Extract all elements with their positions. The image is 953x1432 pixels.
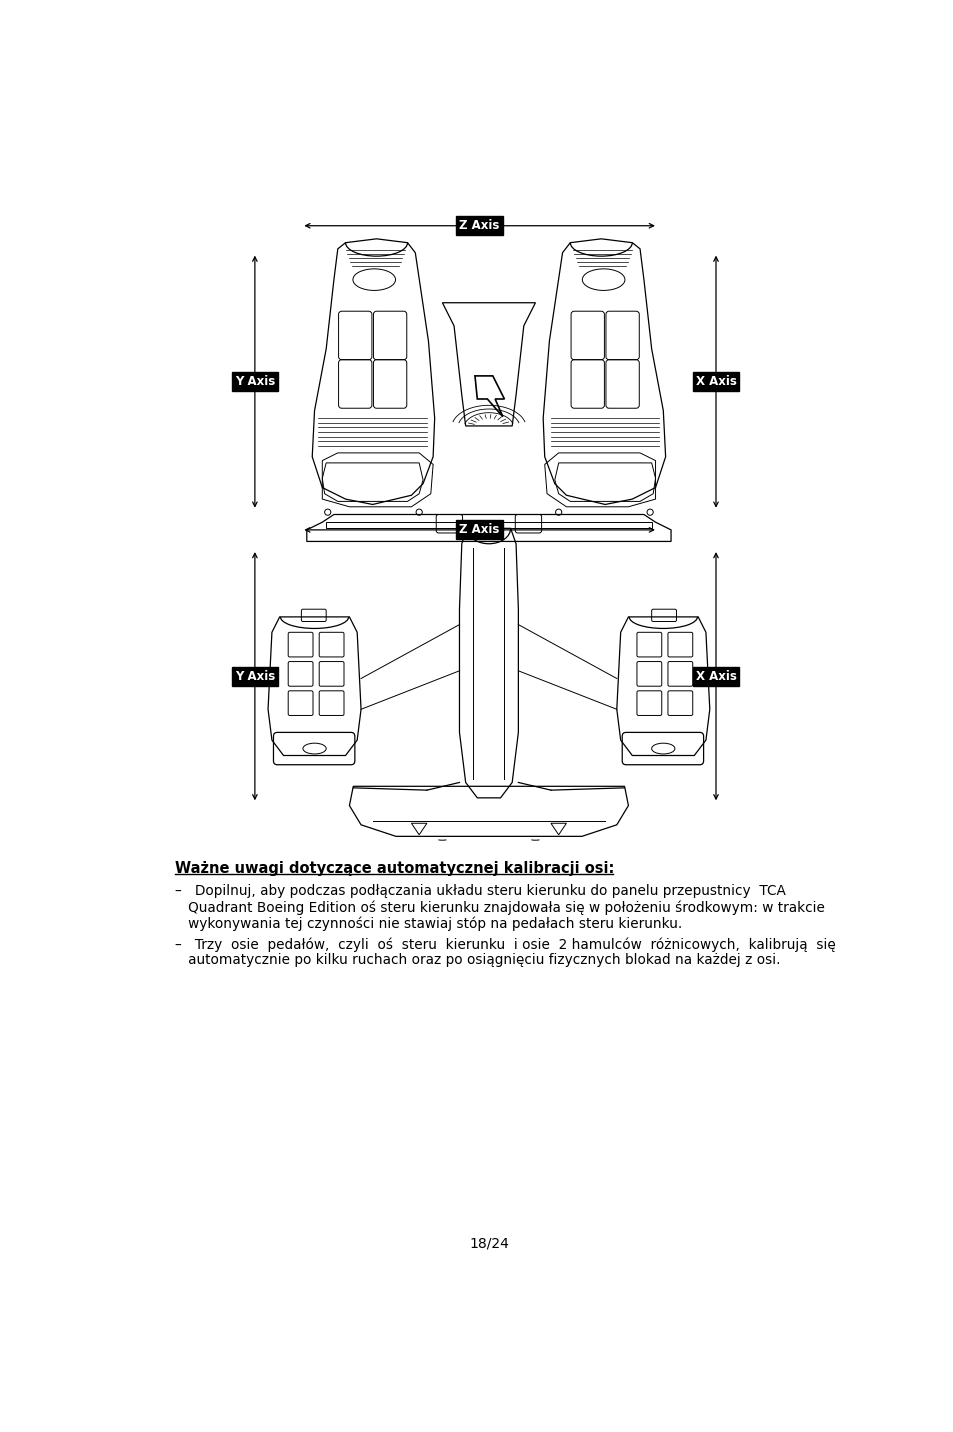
Text: –   Trzy  osie  pedałów,  czyli  oś  steru  kierunku  i osie  2 hamulców  różnic: – Trzy osie pedałów, czyli oś steru kier…: [174, 937, 835, 952]
Text: X Axis: X Axis: [695, 375, 736, 388]
Text: wykonywania tej czynności nie stawiaj stóp na pedałach steru kierunku.: wykonywania tej czynności nie stawiaj st…: [174, 916, 681, 931]
Text: –   Dopilnuj, aby podczas podłączania układu steru kierunku do panelu przepustni: – Dopilnuj, aby podczas podłączania ukła…: [174, 884, 785, 898]
Text: X Axis: X Axis: [695, 670, 736, 683]
Text: Z Axis: Z Axis: [459, 523, 499, 537]
Text: Y Axis: Y Axis: [234, 375, 274, 388]
Text: Ważne uwagi dotyczące automatycznej kalibracji osi:: Ważne uwagi dotyczące automatycznej kali…: [174, 861, 614, 876]
Text: Y Axis: Y Axis: [234, 670, 274, 683]
Text: Quadrant Boeing Edition oś steru kierunku znajdowała się w położeniu środkowym: : Quadrant Boeing Edition oś steru kierunk…: [174, 901, 824, 915]
Text: 18/24: 18/24: [469, 1237, 508, 1250]
Text: automatycznie po kilku ruchach oraz po osiągnięciu fizycznych blokad na każdej z: automatycznie po kilku ruchach oraz po o…: [174, 954, 780, 968]
Text: Z Axis: Z Axis: [459, 219, 499, 232]
